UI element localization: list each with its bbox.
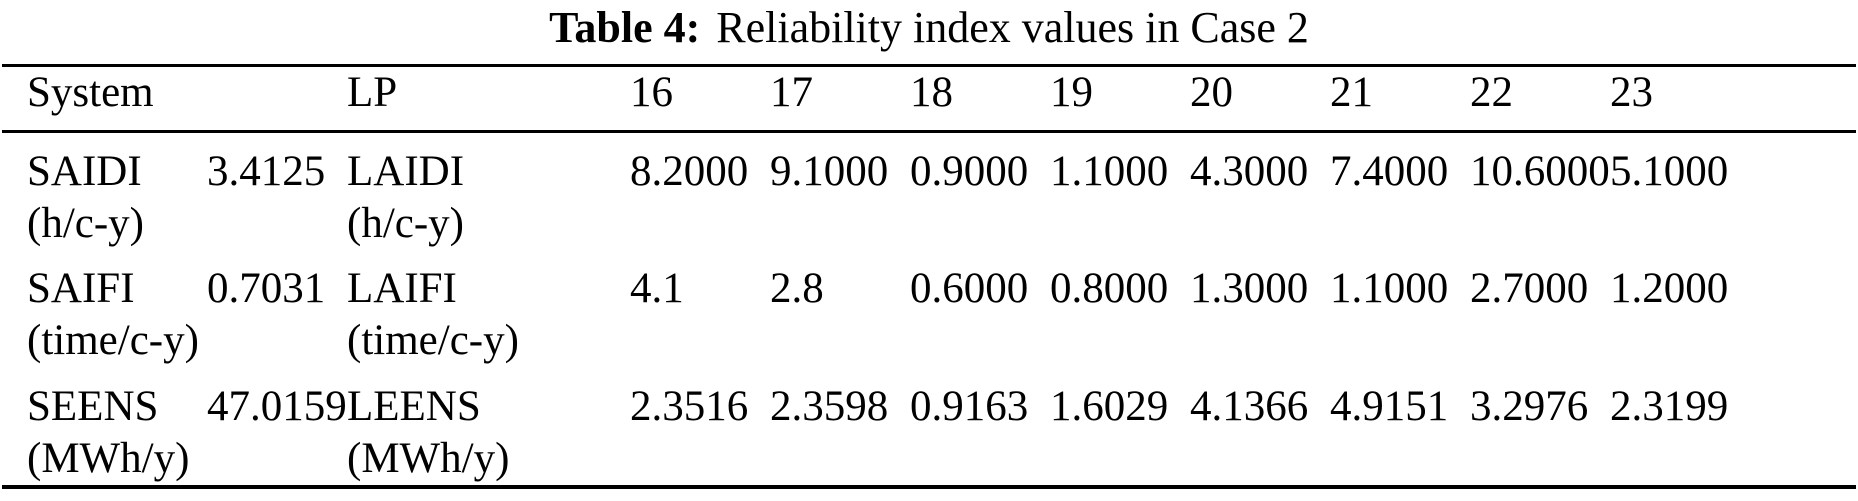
cell-value-20: 4.1366 — [1190, 383, 1309, 430]
system-index-name: SAIDI — [27, 148, 142, 195]
cell-lp-index: LEENS (MWh/y) — [347, 368, 630, 487]
cell-value-19: 1.6029 — [1050, 383, 1169, 430]
cell-value-23: 1.2000 — [1610, 265, 1729, 312]
cell-value-16: 4.1 — [630, 265, 684, 312]
cell-value-21: 4.9151 — [1330, 383, 1449, 430]
table-row-saidi: SAIDI (h/c-y) 3.4125 LAIDI (h/c-y) 8.200… — [2, 132, 1856, 251]
cell-system-value: 0.7031 — [207, 265, 326, 312]
lp-index-unit: (h/c-y) — [347, 200, 464, 247]
lp-index-name: LAIFI — [347, 265, 457, 312]
header-row: System LP 16 17 18 19 20 21 22 23 — [2, 65, 1856, 133]
reliability-table: System LP 16 17 18 19 20 21 22 23 SAIDI … — [2, 64, 1856, 489]
cell-lp-index: LAIFI (time/c-y) — [347, 250, 630, 368]
cell-system-value: 47.0159 — [207, 383, 347, 430]
column-header-16: 16 — [630, 65, 770, 133]
cell-value-20: 4.3000 — [1190, 148, 1309, 195]
cell-system-value: 3.4125 — [207, 148, 326, 195]
system-index-unit: (MWh/y) — [27, 435, 190, 482]
cell-value-21: 1.1000 — [1330, 265, 1449, 312]
cell-system-index: SAIDI (h/c-y) — [2, 132, 207, 251]
cell-value-18: 0.9000 — [910, 148, 1029, 195]
cell-value-22: 2.7000 — [1470, 265, 1589, 312]
lp-index-unit: (time/c-y) — [347, 317, 519, 364]
cell-value-16: 8.2000 — [630, 148, 749, 195]
cell-value-16: 2.3516 — [630, 383, 749, 430]
cell-value-20: 1.3000 — [1190, 265, 1309, 312]
cell-value-17: 2.8 — [770, 265, 824, 312]
cell-value-19: 0.8000 — [1050, 265, 1169, 312]
column-header-22: 22 — [1470, 65, 1610, 133]
table-row-seens: SEENS (MWh/y) 47.0159 LEENS (MWh/y) 2.35… — [2, 368, 1856, 487]
column-header-21: 21 — [1330, 65, 1470, 133]
lp-index-name: LAIDI — [347, 148, 465, 195]
system-index-unit: (time/c-y) — [27, 317, 199, 364]
column-header-lp: LP — [347, 65, 630, 133]
column-header-system: System — [2, 65, 207, 133]
cell-value-23: 5.1000 — [1610, 148, 1729, 195]
table-caption: Table 4: Reliability index values in Case… — [0, 1, 1858, 55]
cell-value-17: 9.1000 — [770, 148, 889, 195]
column-header-23: 23 — [1610, 65, 1856, 133]
cell-value-22: 10.6000 — [1470, 148, 1610, 195]
table-row-saifi: SAIFI (time/c-y) 0.7031 LAIFI (time/c-y)… — [2, 250, 1856, 368]
cell-value-17: 2.3598 — [770, 383, 889, 430]
cell-system-index: SAIFI (time/c-y) — [2, 250, 207, 368]
cell-value-18: 0.9163 — [910, 383, 1029, 430]
column-header-18: 18 — [910, 65, 1050, 133]
cell-value-22: 3.2976 — [1470, 383, 1589, 430]
cell-lp-index: LAIDI (h/c-y) — [347, 132, 630, 251]
cell-value-18: 0.6000 — [910, 265, 1029, 312]
caption-text: Reliability index values in Case 2 — [716, 3, 1309, 52]
system-index-unit: (h/c-y) — [27, 200, 144, 247]
cell-system-index: SEENS (MWh/y) — [2, 368, 207, 487]
cell-value-19: 1.1000 — [1050, 148, 1169, 195]
column-header-blank — [207, 65, 347, 133]
lp-index-unit: (MWh/y) — [347, 435, 510, 482]
column-header-17: 17 — [770, 65, 910, 133]
lp-index-name: LEENS — [347, 383, 481, 430]
cell-value-21: 7.4000 — [1330, 148, 1449, 195]
column-header-19: 19 — [1050, 65, 1190, 133]
caption-label: Table 4: — [549, 3, 701, 52]
cell-value-23: 2.3199 — [1610, 383, 1729, 430]
column-header-20: 20 — [1190, 65, 1330, 133]
system-index-name: SEENS — [27, 383, 159, 430]
system-index-name: SAIFI — [27, 265, 135, 312]
